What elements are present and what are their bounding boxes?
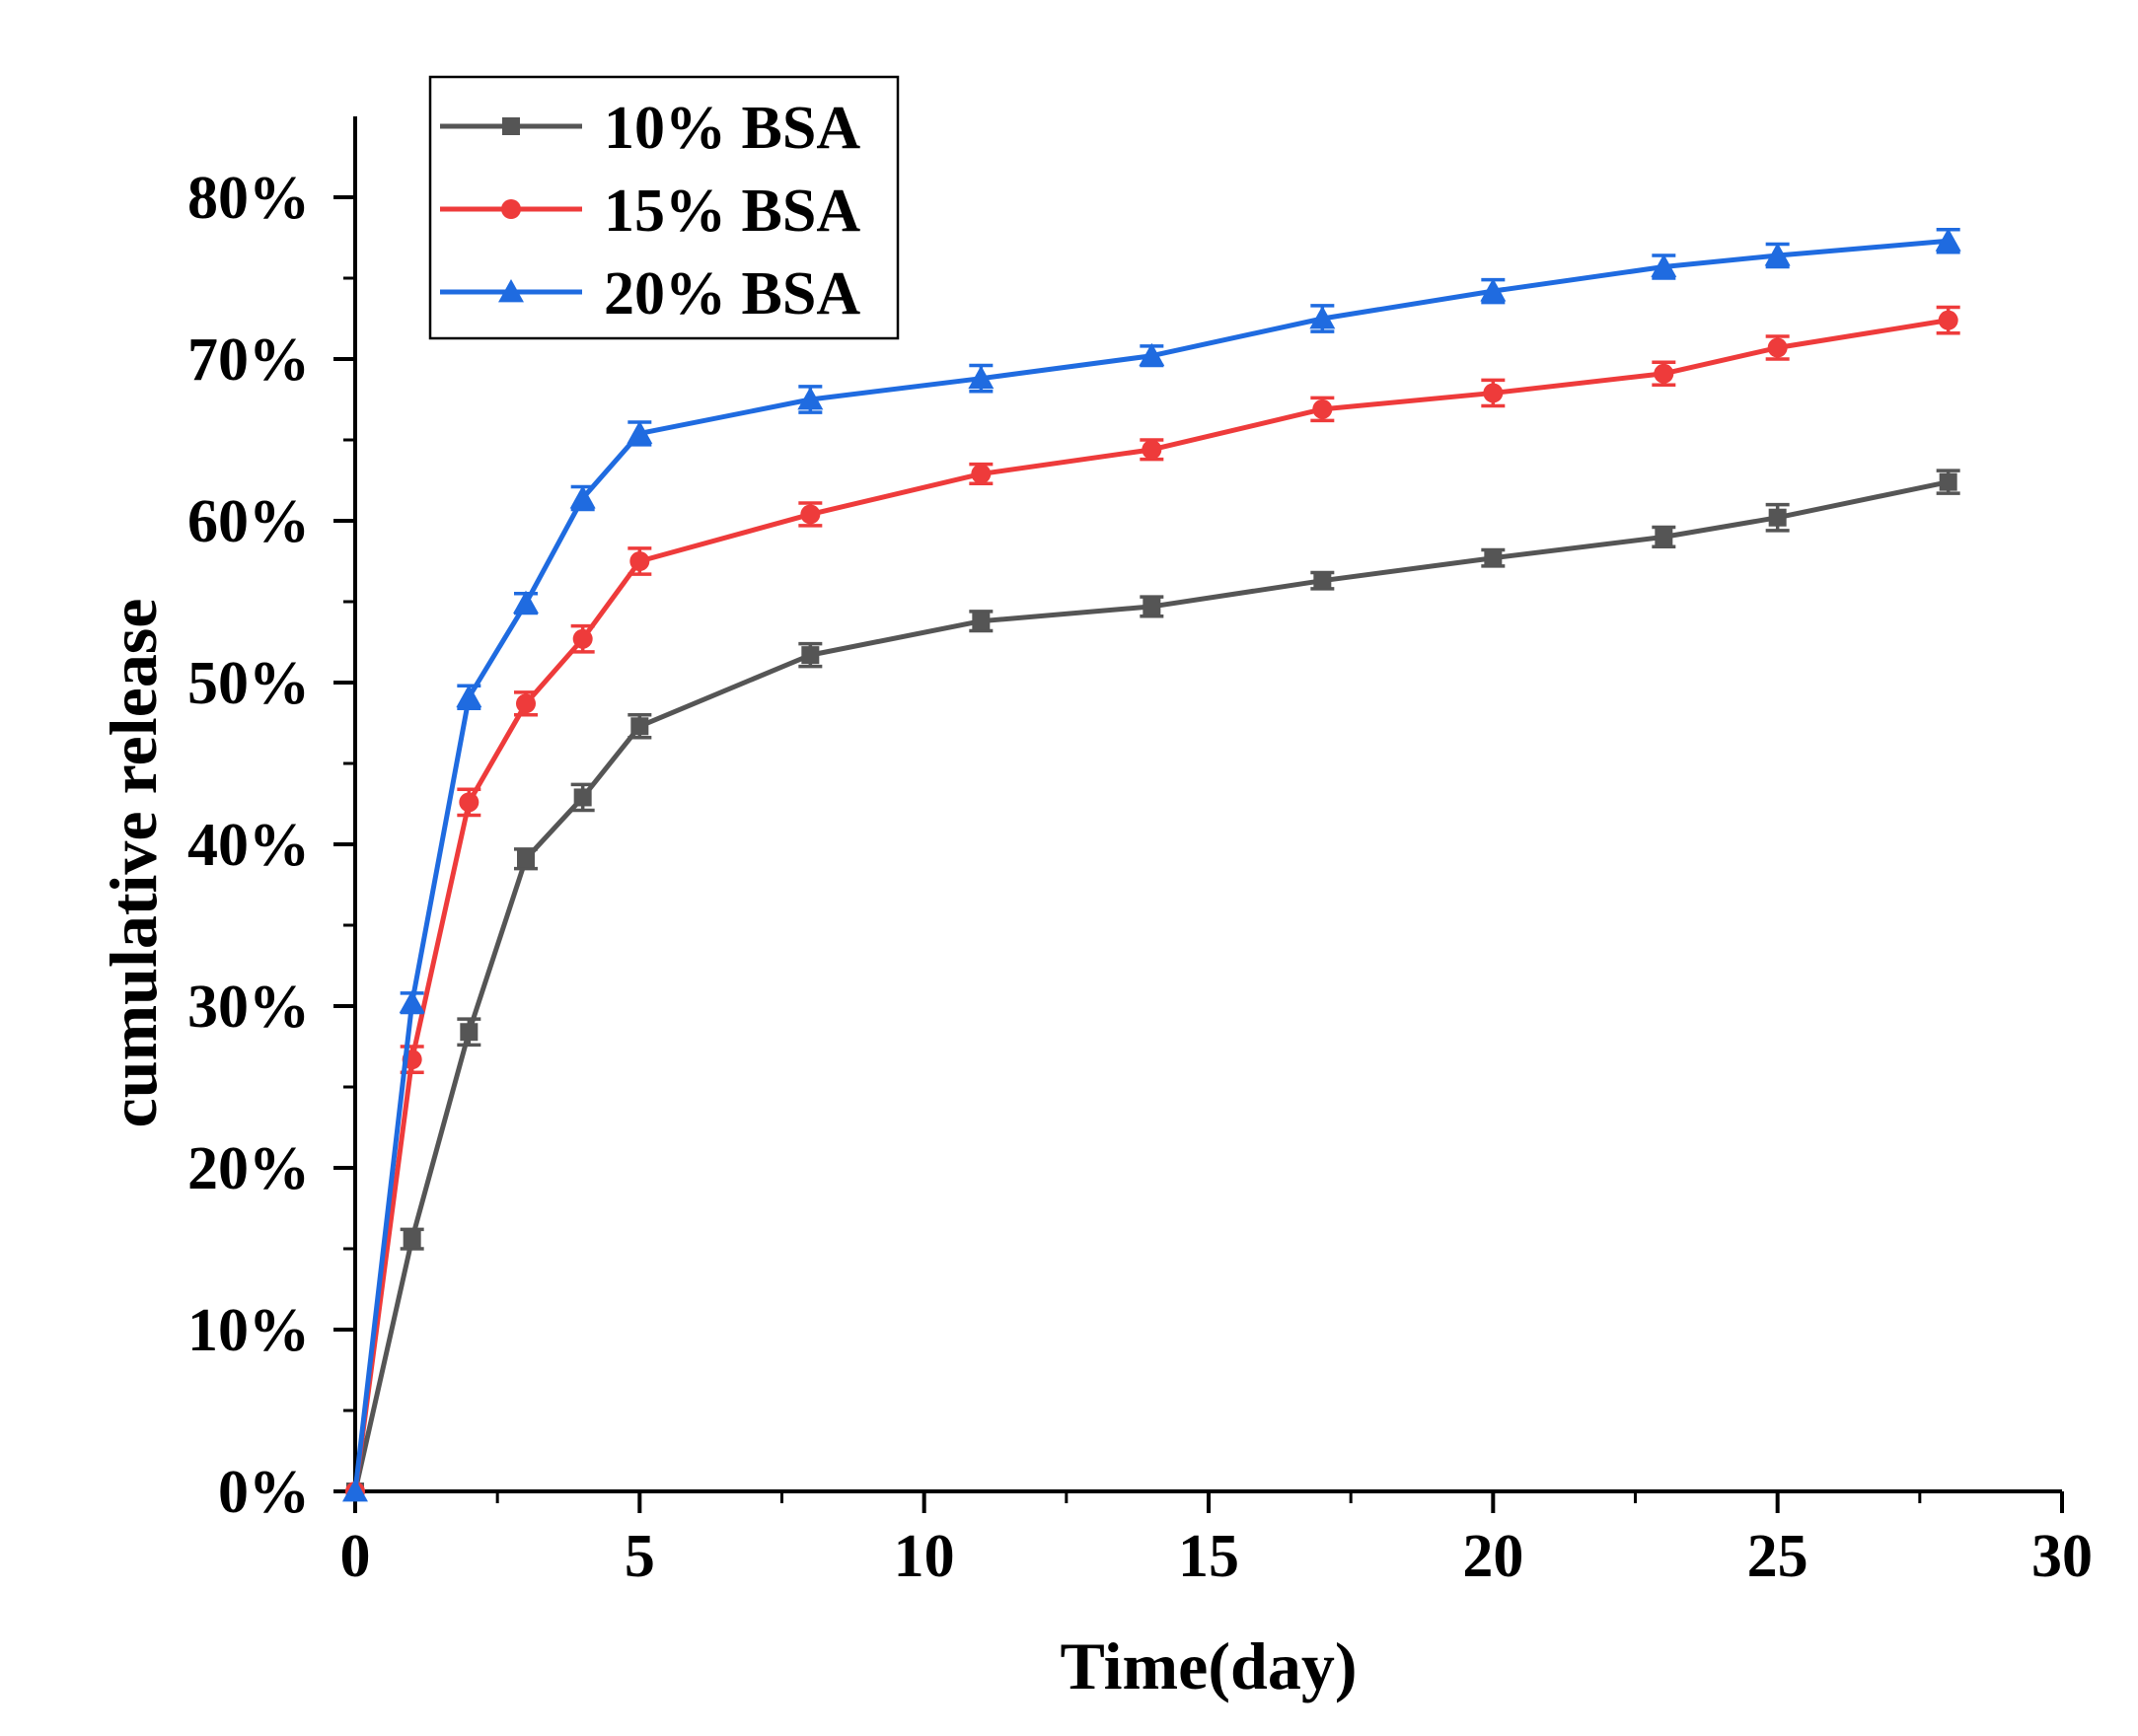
data-point [800,504,821,525]
data-point [1768,508,1787,527]
data-point [569,485,596,509]
y-tick-label: 20% [187,1135,310,1202]
legend-label: 10% BSA [604,95,860,162]
y-tick-label: 0% [218,1459,310,1526]
x-tick-label: 25 [1747,1523,1808,1590]
legend-label: 15% BSA [604,178,860,245]
data-point [459,792,479,813]
data-point [1139,342,1165,367]
series-group [342,228,1961,1502]
data-point [460,1023,479,1042]
data-point [456,684,482,708]
data-point [516,693,536,714]
data-point [1483,383,1504,403]
y-tick-label: 80% [187,165,310,232]
series-group [346,469,1960,1500]
data-point [971,464,992,484]
data-point [972,612,991,630]
data-point [1938,310,1958,330]
series-layer [342,228,1961,1502]
data-point [1764,243,1791,266]
data-point [629,551,650,571]
series-line [352,238,1949,1492]
data-point [797,387,824,410]
data-point [1312,398,1333,419]
legend-marker [502,117,520,135]
x-tick-label: 15 [1178,1523,1239,1590]
x-tick-label: 0 [340,1523,371,1590]
x-tick-label: 5 [625,1523,655,1590]
data-point [573,788,592,807]
y-tick-label: 60% [187,488,310,555]
x-tick-label: 30 [2031,1523,2093,1590]
axes: 0 5 10 15 20 25 30 0% 10% 20% 30% 40% 50% 60% 70% 80% [187,116,2093,1590]
data-point [1654,363,1674,384]
data-point [1142,439,1162,460]
y-tick-label: 50% [187,650,310,717]
x-tick-label: 20 [1462,1523,1523,1590]
legend-label: 20% BSA [604,260,860,327]
series-group [345,305,1960,1501]
x-tick-label: 10 [894,1523,955,1590]
data-point [1939,472,1957,491]
data-point [1309,306,1336,329]
y-tick-label: 40% [187,812,310,879]
data-point [1480,278,1507,302]
y-tick-label: 10% [187,1297,310,1364]
y-axis-title: cumulative release [96,599,171,1128]
data-point [572,628,593,649]
data-point [1655,528,1673,546]
data-point [1143,597,1161,615]
data-point [342,1479,368,1502]
data-point [968,365,995,390]
data-point [517,849,535,868]
series-line [352,479,1950,1492]
legend-marker [498,279,524,303]
data-point [627,420,653,444]
data-point [399,989,425,1014]
y-tick-label: 70% [187,326,310,394]
y-tick-label: 30% [187,974,310,1041]
data-point [630,717,649,736]
legend-marker [501,199,521,219]
data-point [1767,337,1788,358]
legend: 10% BSA 15% BSA 20% BSA [428,75,900,340]
data-point [513,590,539,615]
data-point [1935,228,1961,252]
x-axis-title: Time(day) [1061,1628,1358,1703]
data-point [403,1230,421,1249]
data-point [801,646,820,665]
data-point [1651,253,1677,277]
series-line [352,318,1950,1492]
data-point [1484,548,1503,567]
data-point [1313,571,1332,590]
